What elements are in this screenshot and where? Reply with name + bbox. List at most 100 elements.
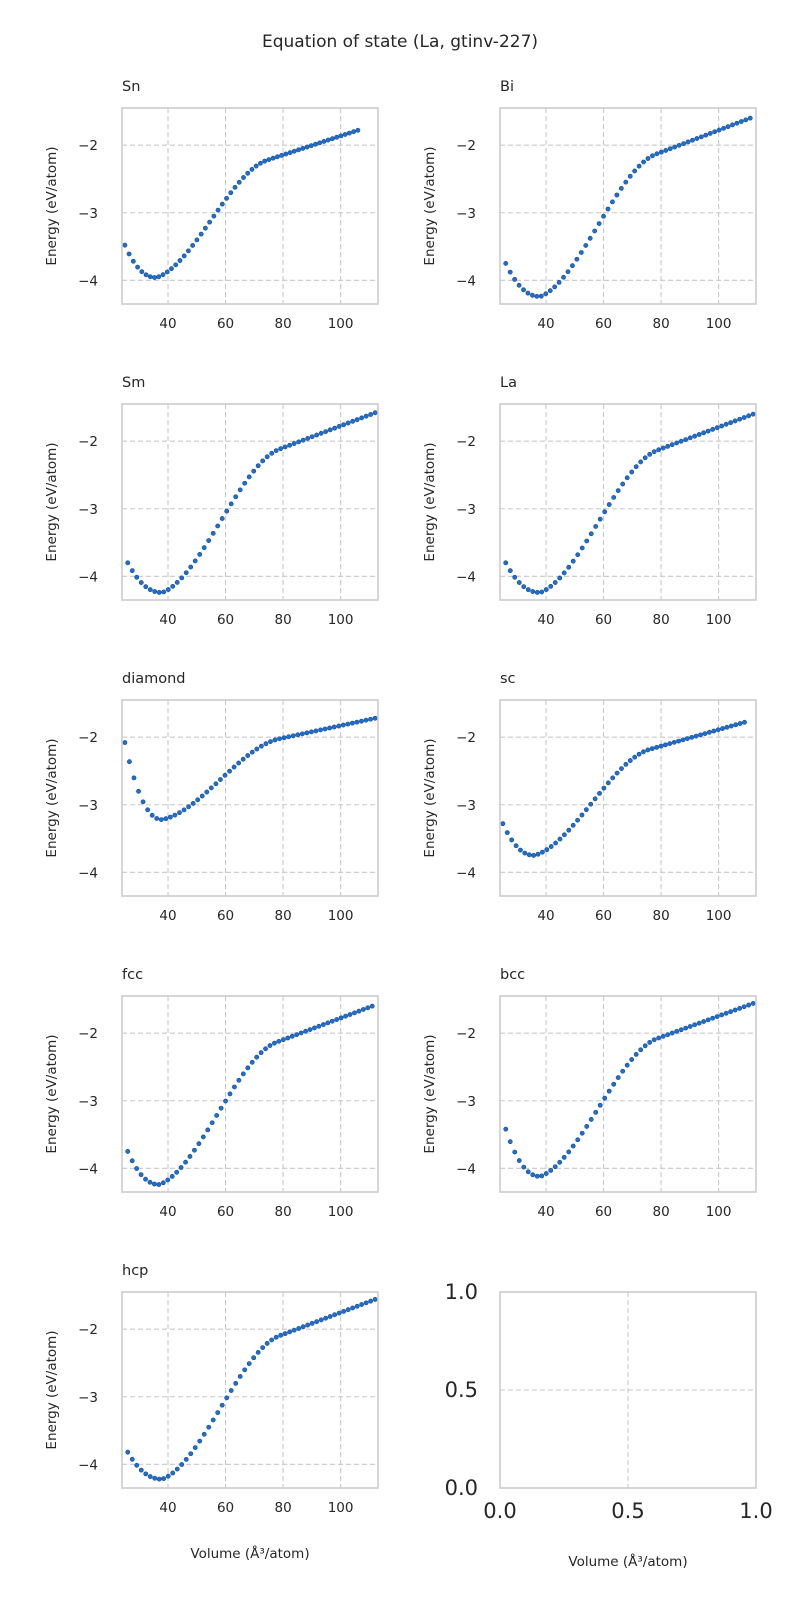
y-tick-label: −4 — [78, 569, 98, 585]
x-tick-label: 40 — [159, 612, 176, 628]
data-point — [750, 411, 756, 417]
panel-title: Bi — [500, 79, 514, 95]
data-point — [264, 454, 270, 460]
data-point — [539, 1173, 545, 1179]
data-point — [233, 494, 239, 500]
data-point — [122, 740, 128, 745]
data-point — [574, 256, 580, 262]
data-point — [347, 1012, 353, 1017]
data-point — [705, 428, 711, 434]
data-point — [543, 1171, 549, 1176]
data-point — [516, 1158, 522, 1163]
data-point — [711, 728, 717, 734]
data-point — [615, 1075, 621, 1080]
data-point — [605, 780, 611, 786]
data-point — [349, 720, 355, 726]
data-point — [287, 150, 293, 156]
data-point — [570, 558, 576, 564]
axes-frame — [121, 995, 379, 1193]
x-tick-label: 40 — [159, 1500, 176, 1516]
data-point — [258, 1050, 264, 1056]
data-point — [660, 1033, 666, 1039]
data-point — [525, 1169, 531, 1175]
data-point — [584, 538, 590, 544]
y-axis-label: Energy (eV/atom) — [44, 1330, 60, 1449]
data-point — [346, 130, 352, 136]
data-point — [521, 1164, 527, 1170]
data-point — [725, 124, 731, 130]
data-point — [205, 1127, 211, 1133]
data-point — [642, 1043, 648, 1049]
y-tick-label: −3 — [78, 502, 98, 518]
data-point — [152, 589, 158, 594]
data-point — [286, 734, 292, 740]
data-point — [160, 1180, 166, 1186]
data-point — [716, 127, 722, 133]
data-point — [719, 1012, 725, 1018]
data-point — [228, 501, 234, 507]
data-point — [317, 140, 323, 146]
data-point — [276, 1038, 282, 1044]
data-point — [543, 587, 549, 592]
data-point — [579, 545, 585, 551]
data-point — [584, 1124, 590, 1129]
data-point — [512, 276, 518, 282]
data-point — [130, 258, 136, 264]
data-point — [143, 584, 149, 590]
data-point — [734, 120, 740, 126]
data-point — [287, 1329, 293, 1335]
data-point — [368, 1298, 374, 1304]
data-point — [530, 1172, 536, 1178]
data-point — [143, 1176, 148, 1182]
data-point — [557, 836, 563, 842]
data-point — [723, 1010, 729, 1016]
data-point — [710, 427, 716, 432]
x-axis-label: Volume (Å³/atom) — [190, 1545, 309, 1562]
data-point — [693, 733, 699, 739]
data-point — [322, 726, 328, 732]
data-point — [149, 812, 155, 818]
data-point — [179, 575, 185, 581]
data-point — [169, 266, 174, 272]
data-point — [507, 1139, 513, 1145]
data-point — [552, 1164, 558, 1170]
data-point — [540, 849, 545, 855]
data-point — [174, 1169, 180, 1175]
data-point — [318, 430, 324, 436]
data-point — [174, 1466, 180, 1472]
data-point — [548, 1168, 554, 1173]
data-point — [338, 1015, 344, 1021]
data-point — [605, 206, 611, 212]
data-point — [341, 422, 347, 428]
data-point — [154, 816, 160, 821]
data-point — [245, 753, 251, 758]
data-point — [330, 136, 335, 142]
data-point — [331, 724, 337, 730]
x-tick-label: 80 — [652, 316, 669, 332]
data-point — [277, 736, 282, 742]
x-tick-label: 60 — [595, 908, 612, 924]
axes-frame — [121, 1291, 379, 1489]
x-tick-label: 40 — [537, 612, 554, 628]
data-point — [183, 1456, 189, 1462]
data-point — [570, 822, 576, 828]
data-point — [692, 433, 698, 439]
y-axis-label: Energy (eV/atom) — [44, 1034, 60, 1153]
data-point — [651, 1037, 657, 1043]
data-point — [678, 438, 684, 444]
data-point — [136, 788, 141, 794]
data-point — [143, 1471, 149, 1477]
data-point — [278, 1332, 284, 1338]
data-point — [183, 1159, 188, 1165]
data-point — [309, 729, 314, 735]
data-point — [714, 425, 720, 431]
data-point — [654, 151, 660, 157]
data-point — [272, 1040, 277, 1046]
data-point — [534, 293, 540, 299]
data-point — [619, 766, 624, 771]
data-point — [539, 589, 545, 595]
data-point — [266, 157, 272, 162]
data-point — [636, 163, 642, 169]
data-point — [172, 812, 178, 818]
data-point — [633, 1052, 639, 1057]
